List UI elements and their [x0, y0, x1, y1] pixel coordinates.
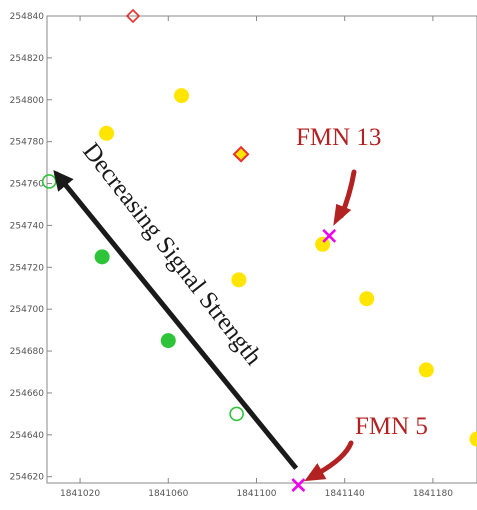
y-tick-label: 254740	[10, 221, 45, 231]
fmn-5-arrow	[315, 440, 354, 476]
x-axis-ticks: 1841020 1841060 1841100 1841140 1841180	[60, 16, 453, 499]
y-tick-label: 254660	[10, 389, 45, 399]
open-circle-point	[229, 406, 244, 422]
fmn-13-arrowhead	[333, 203, 352, 226]
filled-diamond-point	[232, 145, 250, 163]
y-tick-label: 254800	[10, 96, 45, 106]
filled-circle-point	[359, 291, 375, 307]
fmn-5-label: FMN 5	[355, 413, 428, 440]
filled-circle-point	[418, 362, 434, 378]
y-tick-label: 254640	[10, 431, 45, 441]
filled-circle-point	[94, 249, 110, 265]
filled-circle-point	[160, 333, 176, 349]
x-tick-label: 1841140	[325, 489, 365, 499]
y-tick-label: 254820	[10, 54, 45, 64]
y-axis-ticks: 254620 254640 254660 254680 254700 254720 2547…	[10, 12, 52, 483]
y-tick-label: 254720	[10, 263, 45, 273]
signal-strength-arrow	[53, 169, 299, 470]
y-tick-label: 254620	[10, 473, 45, 483]
filled-circle-point	[231, 272, 247, 288]
filled-circle-point	[174, 88, 190, 104]
y-tick-label: 254700	[10, 305, 45, 315]
cross-point	[291, 478, 306, 493]
open-diamond-point	[125, 8, 141, 24]
fmn-5-arrowhead	[304, 463, 327, 482]
y-tick-label: 254780	[10, 138, 45, 148]
filled-circle-point	[469, 431, 477, 447]
cross-point	[322, 228, 337, 243]
y-tick-label: 254760	[10, 180, 45, 190]
data-points	[41, 8, 477, 493]
filled-circle-point	[99, 125, 115, 141]
axes	[46, 15, 477, 484]
x-tick-label: 1841020	[60, 489, 100, 499]
x-tick-label: 1841060	[148, 489, 188, 499]
y-tick-label: 254680	[10, 347, 45, 357]
plot-frame	[46, 15, 477, 484]
x-tick-label: 1841180	[413, 489, 453, 499]
x-tick-label: 1841100	[236, 489, 276, 499]
y-tick-label: 254840	[10, 12, 45, 22]
fmn-13-label: FMN 13	[296, 124, 381, 151]
open-circle-point	[41, 174, 57, 189]
